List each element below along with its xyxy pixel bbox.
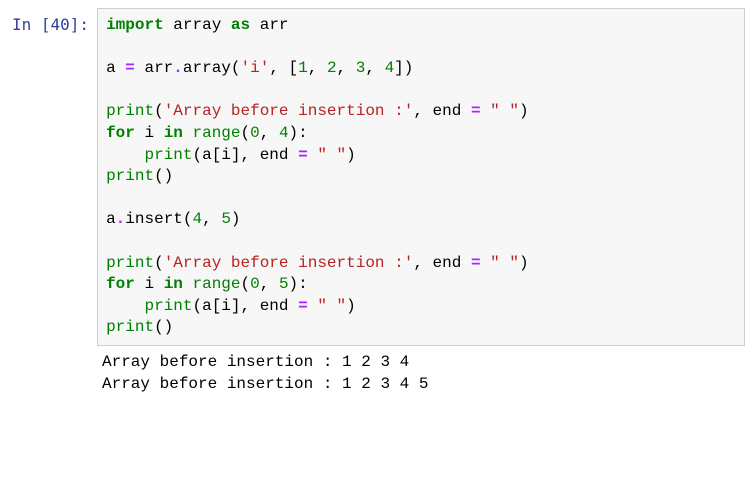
- output-row: Array before insertion : 1 2 3 4 Array b…: [8, 346, 745, 399]
- code-input-area[interactable]: import array as arr a = arr.array('i', […: [97, 8, 745, 346]
- prompt-number: 40: [51, 15, 70, 34]
- input-prompt: In [40]:: [8, 8, 97, 346]
- output-prompt-spacer: [8, 346, 94, 399]
- prompt-suffix: ]:: [70, 15, 89, 34]
- output-area: Array before insertion : 1 2 3 4 Array b…: [94, 346, 745, 399]
- prompt-prefix: In [: [12, 15, 51, 34]
- code-cell: In [40]: import array as arr a = arr.arr…: [8, 8, 745, 346]
